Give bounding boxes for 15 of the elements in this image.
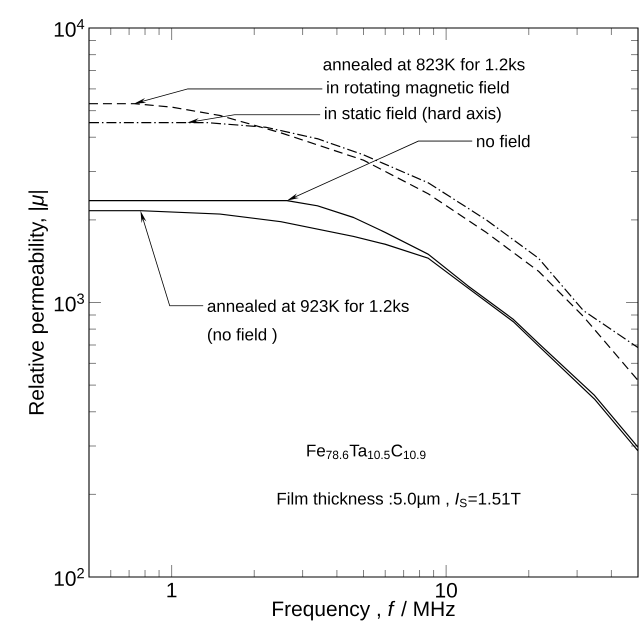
annotation: (no field ) xyxy=(208,328,276,344)
annotation: no field xyxy=(477,134,530,148)
x-tick-label: 10 xyxy=(436,582,457,598)
y-tick-label: 10$^{2}$ xyxy=(54,568,84,586)
annotation: in static field (hard axis) xyxy=(325,106,501,123)
x-tick-label: 1 xyxy=(167,582,176,598)
y-axis-title: Relative permeability, |μ| xyxy=(28,191,48,414)
y-tick-label: 10$^{3}$ xyxy=(54,294,84,312)
annotation: in rotating magnetic field xyxy=(327,81,509,97)
annotation: annealed at 823K for 1.2ks xyxy=(324,58,525,70)
annotation: Fe$_{78.6}$Ta$_{10.5}$C$_{10.9}$ xyxy=(307,444,426,460)
y-tick-label: 10$^{4}$ xyxy=(54,19,84,37)
x-axis-title: Frequency , f / MHz xyxy=(273,600,455,620)
annotation: Film thickness :5.0µm , I$_{S}$=1.51T xyxy=(278,492,521,508)
annotation: annealed at 923K for 1.2ks xyxy=(208,300,409,312)
